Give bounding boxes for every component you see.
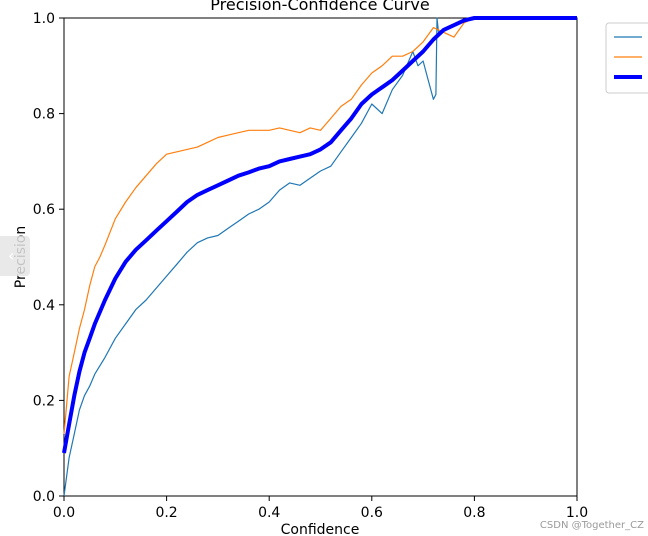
watermark: CSDN @Together_CZ — [540, 520, 644, 531]
series-line-3 — [62, 16, 577, 454]
legend-items — [614, 36, 642, 79]
x-axis-ticks: 0.0 0.2 0.4 0.6 0.8 1.0 — [53, 496, 588, 521]
y-tick-label: 0.6 — [33, 202, 55, 218]
x-tick-label: 0.0 — [53, 505, 75, 521]
chart-title: Precision-Confidence Curve — [210, 0, 429, 14]
side-panel-toggle[interactable]: ‹ — [0, 236, 30, 276]
y-tick-label: 0.8 — [33, 107, 55, 123]
x-tick-label: 0.4 — [258, 505, 280, 521]
series-line-1 — [63, 17, 577, 497]
y-tick-label: 0.0 — [33, 489, 55, 505]
series-line-2 — [63, 17, 577, 434]
x-tick-label: 0.8 — [463, 505, 485, 521]
y-tick-label: 1.0 — [33, 11, 55, 27]
series-layer — [62, 16, 577, 497]
x-tick-label: 1.0 — [566, 505, 588, 521]
y-tick-label: 0.4 — [33, 298, 55, 314]
y-axis-ticks: 0.0 0.2 0.4 0.6 0.8 1.0 — [33, 11, 64, 505]
chevron-left-icon: ‹ — [8, 246, 15, 265]
plot-area — [62, 16, 578, 497]
plot-frame — [63, 17, 578, 497]
x-tick-label: 0.6 — [361, 505, 383, 521]
x-tick-label: 0.2 — [155, 505, 177, 521]
legend-frame — [605, 22, 648, 94]
legend — [605, 22, 648, 94]
y-tick-label: 0.2 — [33, 393, 55, 409]
x-axis-label: Confidence — [281, 522, 360, 536]
